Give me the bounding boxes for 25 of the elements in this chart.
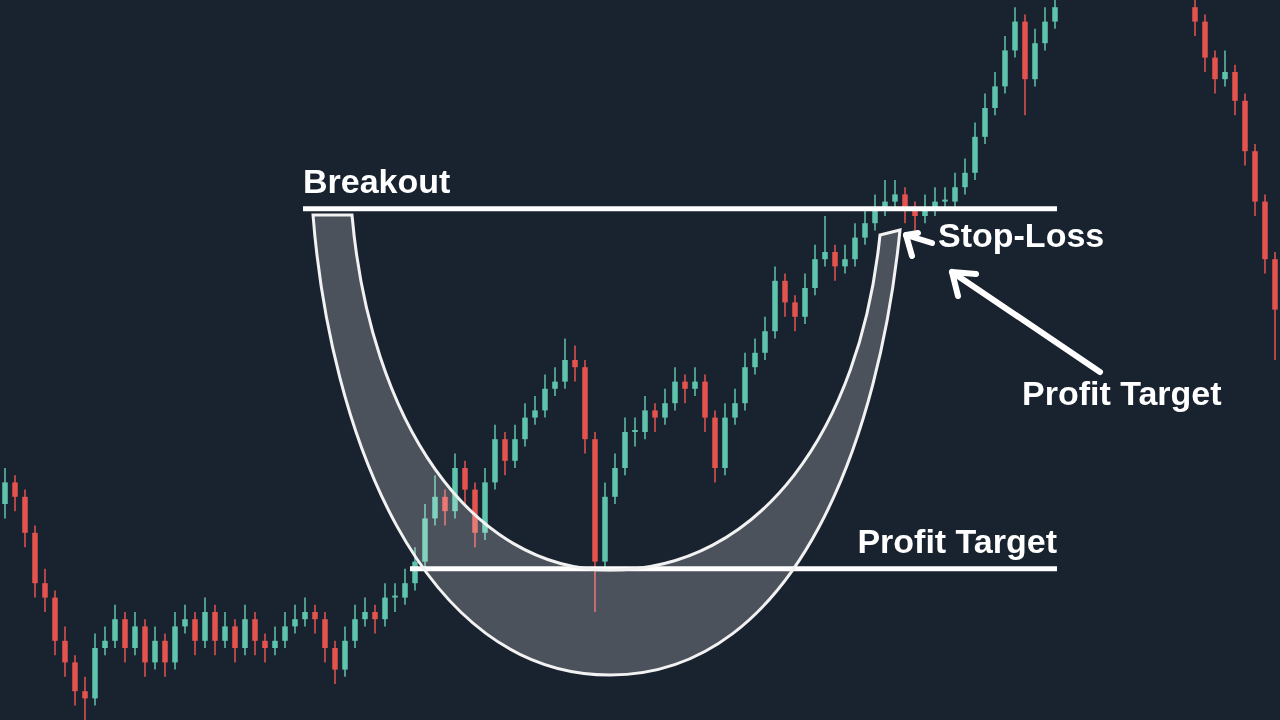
- candlestick: [842, 244, 848, 274]
- candlestick: [692, 367, 698, 396]
- annotation: Stop-Loss: [938, 216, 1105, 255]
- candlestick: [392, 583, 398, 612]
- candlestick: [262, 633, 268, 663]
- annotation: Profit Target: [1022, 374, 1222, 413]
- ref-line-label: Profit Target: [857, 522, 1057, 561]
- candlestick: [552, 367, 558, 396]
- candlestick: [362, 597, 368, 627]
- candlestick: [372, 604, 378, 634]
- candlestick: [182, 604, 188, 634]
- candlestick: [682, 374, 688, 404]
- candlestick: [1222, 50, 1228, 87]
- candlestick: [302, 597, 308, 627]
- candlestick: [292, 604, 298, 634]
- candlestick: [632, 417, 638, 447]
- candlestick: [652, 403, 658, 432]
- candlestick: [272, 626, 278, 656]
- candlestick: [102, 626, 108, 656]
- candlestick: [312, 604, 318, 634]
- candlestick: [82, 676, 88, 720]
- candlestick: [532, 396, 538, 425]
- candlestick: [572, 345, 578, 382]
- candlestick: [822, 216, 828, 267]
- ref-line-label: Breakout: [303, 162, 451, 201]
